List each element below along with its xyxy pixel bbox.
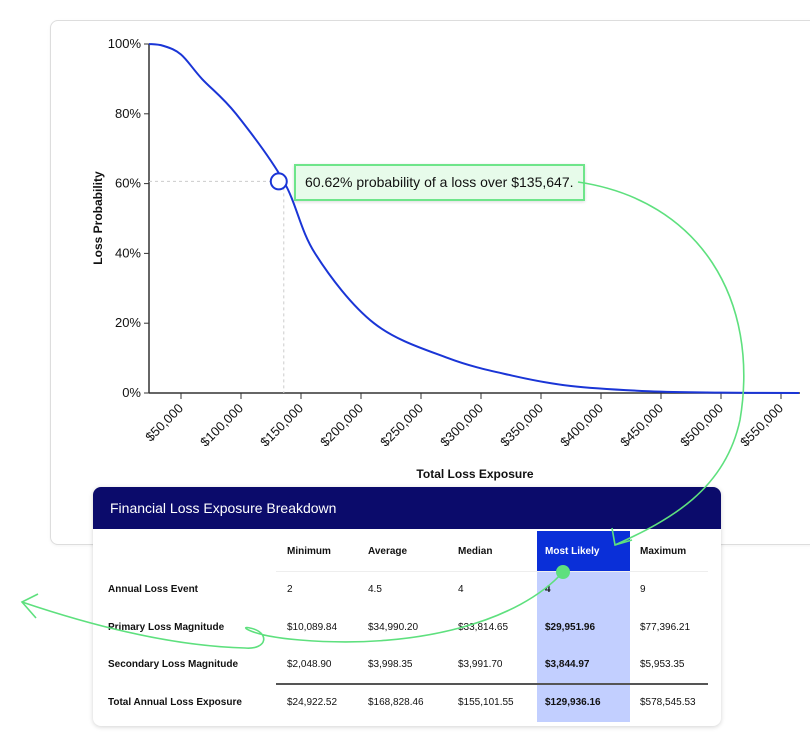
x-tick-label: $50,000: [142, 401, 186, 445]
x-tick-label: $450,000: [617, 401, 666, 450]
row-label: Primary Loss Magnitude: [108, 622, 225, 633]
x-tick-label: $150,000: [257, 401, 306, 450]
table-cell: $155,101.55: [458, 697, 514, 708]
x-axis-title: Total Loss Exposure: [416, 467, 533, 481]
y-tick-label: 40%: [115, 245, 141, 260]
table-cell: $578,545.53: [640, 697, 696, 708]
table-cell: 9: [640, 584, 646, 595]
y-tick-label: 0%: [122, 385, 141, 400]
row-label: Secondary Loss Magnitude: [108, 659, 239, 670]
table-cell: $2,048.90: [287, 659, 332, 670]
total-divider: [276, 683, 708, 685]
table-cell: $3,991.70: [458, 659, 503, 670]
x-tick-label: $250,000: [377, 401, 426, 450]
column-header: Minimum: [287, 546, 331, 557]
x-tick-label: $300,000: [437, 401, 486, 450]
y-tick-label: 20%: [115, 315, 141, 330]
table-cell: $77,396.21: [640, 622, 691, 633]
header-divider: [276, 571, 708, 572]
x-tick-label: $550,000: [737, 401, 786, 450]
highlight-point: [269, 172, 288, 191]
x-tick-label: $400,000: [557, 401, 606, 450]
y-axis-title: Loss Probability: [91, 171, 105, 265]
column-header: Maximum: [640, 546, 687, 557]
x-tick-label: $200,000: [317, 401, 366, 450]
table-cell: $129,936.16: [545, 697, 601, 708]
table-cell: $10,089.84: [287, 622, 338, 633]
arrow-head-2: [20, 593, 39, 619]
y-tick-label: 60%: [115, 176, 141, 191]
x-tick-label: $500,000: [677, 401, 726, 450]
column-header: Average: [368, 546, 408, 557]
chart-tooltip: 60.62% probability of a loss over $135,6…: [294, 164, 585, 201]
row-label: Total Annual Loss Exposure: [108, 697, 242, 708]
table-cell: 4: [545, 584, 551, 595]
y-tick-label: 100%: [108, 36, 142, 51]
table-cell: 2: [287, 584, 293, 595]
table-cell: $168,828.46: [368, 697, 424, 708]
x-tick-label: $350,000: [497, 401, 546, 450]
table-cell: $3,998.35: [368, 659, 413, 670]
table-cell: 4: [458, 584, 464, 595]
column-header: Median: [458, 546, 493, 557]
x-tick-label: $100,000: [197, 401, 246, 450]
loss-curve: [148, 43, 800, 394]
row-label: Annual Loss Event: [108, 584, 199, 595]
table-cell: $3,844.97: [545, 659, 590, 670]
table-cell: $29,951.96: [545, 622, 596, 633]
table-title: Financial Loss Exposure Breakdown: [93, 487, 721, 529]
table-cell: 4.5: [368, 584, 382, 595]
table-cell: $5,953.35: [640, 659, 685, 670]
table-cell: $34,990.20: [368, 622, 419, 633]
loss-breakdown-table: Financial Loss Exposure Breakdown Minimu…: [93, 487, 721, 726]
y-tick-label: 80%: [115, 106, 141, 121]
table-cell: $33,814.65: [458, 622, 509, 633]
table-cell: $24,922.52: [287, 697, 338, 708]
column-header: Most Likely: [545, 546, 600, 557]
loss-exceedance-chart: 0% 20% 40% 60% 80% 100% $50,000 $100,000 $150,00…: [91, 36, 800, 481]
